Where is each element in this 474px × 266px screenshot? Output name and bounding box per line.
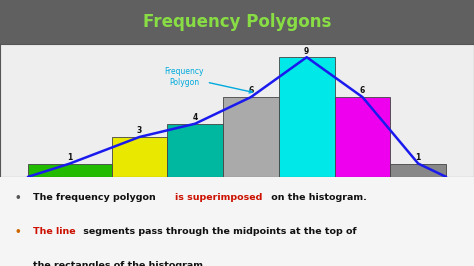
Text: segments pass through the midpoints at the top of: segments pass through the midpoints at t… — [80, 227, 356, 236]
Text: The line: The line — [33, 227, 76, 236]
Text: Frequency
Polygon: Frequency Polygon — [164, 68, 252, 93]
Bar — [111, 137, 167, 177]
Bar — [335, 97, 391, 177]
Text: on the histogram.: on the histogram. — [268, 193, 367, 202]
Text: 9: 9 — [304, 47, 310, 56]
Text: 1: 1 — [416, 153, 421, 162]
Text: 4: 4 — [192, 113, 198, 122]
Text: 1: 1 — [67, 153, 73, 162]
Bar — [279, 57, 335, 177]
Text: the rectangles of the histogram.: the rectangles of the histogram. — [33, 261, 207, 266]
Bar — [28, 164, 111, 177]
Text: 3: 3 — [137, 126, 142, 135]
Text: •: • — [14, 193, 21, 203]
Text: The frequency polygon: The frequency polygon — [33, 193, 159, 202]
Text: Frequency Polygons: Frequency Polygons — [143, 13, 331, 31]
Text: 6: 6 — [360, 86, 365, 95]
Bar — [391, 164, 446, 177]
Bar — [167, 124, 223, 177]
Text: is superimposed: is superimposed — [175, 193, 263, 202]
Bar — [223, 97, 279, 177]
Text: •: • — [14, 227, 21, 237]
Text: 6: 6 — [248, 86, 254, 95]
